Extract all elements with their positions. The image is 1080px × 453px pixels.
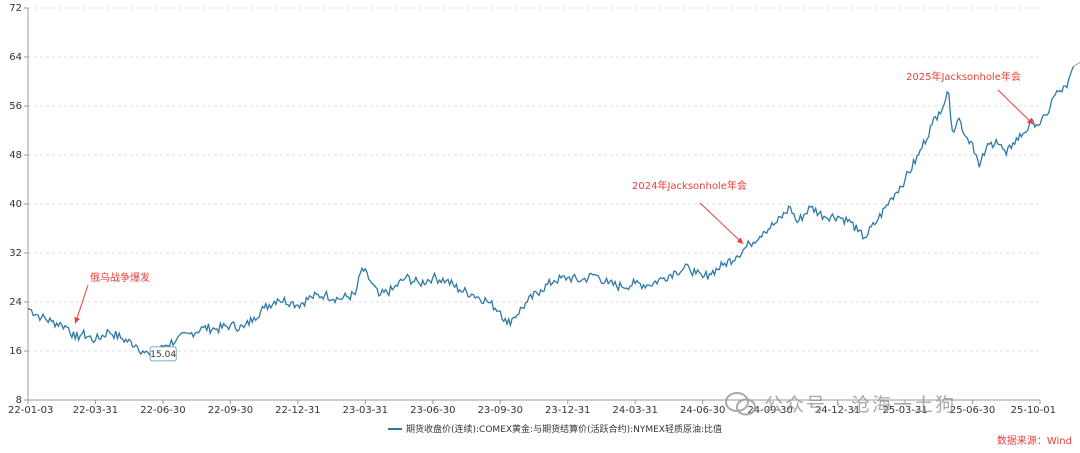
x-tick-label: 22-12-31: [275, 405, 320, 416]
series-line: [27, 65, 1075, 359]
y-tick-label: 8: [16, 395, 22, 406]
annotation-arrow: [74, 284, 89, 324]
annotation-label: 俄乌战争爆发: [90, 271, 150, 284]
legend: 期货收盘价(连续):COMEX黄金:与期货结算价(活跃合约):NYMEX轻质原油…: [388, 422, 722, 435]
y-axis-ticks: 8 16 24 32 40 48 56 64 72: [9, 3, 28, 406]
y-tick-label: 32: [9, 248, 22, 259]
y-tick-label: 64: [9, 52, 22, 63]
grid-lines: [28, 7, 1040, 352]
x-tick-label: 22-01-03: [8, 405, 53, 416]
legend-label: 期货收盘价(连续):COMEX黄金:与期货结算价(活跃合约):NYMEX轻质原油…: [406, 425, 723, 435]
x-tick-label: 25-03-31: [882, 405, 927, 416]
x-tick-label: 22-03-31: [73, 405, 118, 416]
y-tick-label: 16: [9, 346, 22, 357]
point-label-leader: [1073, 61, 1080, 67]
x-tick-label: 24-09-30: [747, 405, 792, 416]
annotations: 俄乌战争爆发 2024年Jacksonhole年会 2025年Jacksonhole…: [74, 70, 1034, 324]
x-tick-label: 23-09-30: [478, 405, 523, 416]
x-tick-label: 23-06-30: [410, 405, 455, 416]
y-tick-label: 24: [9, 297, 22, 308]
point-labels: 15.0462.50: [149, 61, 1080, 362]
watermark: 公众号 · 沧海一土狗: [724, 390, 956, 417]
legend-swatch: [388, 427, 402, 430]
x-tick-label: 24-12-31: [815, 405, 860, 416]
x-tick-label: 23-03-31: [343, 405, 388, 416]
x-tick-label: 22-06-30: [140, 405, 185, 416]
watermark-text: 公众号 · 沧海一土狗: [764, 394, 957, 416]
annotation-label: 2025年Jacksonhole年会: [906, 70, 1021, 83]
x-tick-label: 22-09-30: [208, 405, 253, 416]
x-tick-label: 25-10-01: [1011, 405, 1056, 416]
y-tick-label: 56: [9, 101, 22, 112]
x-tick-label: 23-12-31: [545, 405, 590, 416]
x-tick-label: 24-06-30: [680, 405, 725, 416]
point-label-box: [149, 346, 177, 362]
y-tick-label: 72: [9, 3, 22, 14]
y-tick-label: 40: [9, 199, 22, 210]
annotation-arrow: [997, 89, 1034, 125]
y-tick-label: 48: [9, 150, 22, 161]
x-tick-label: 25-06-30: [950, 405, 995, 416]
point-label-text: 15.04: [150, 350, 176, 360]
x-tick-label: 24-03-31: [613, 405, 658, 416]
x-axis-ticks: 22-01-03 22-03-31 22-06-30 22-09-30 22-12-31…: [8, 400, 1056, 416]
data-source: 数据来源：Wind: [996, 436, 1072, 447]
wechat-icon: [725, 391, 756, 415]
annotation-arrow: [699, 202, 744, 245]
annotation-label: 2024年Jacksonhole年会: [632, 179, 747, 192]
